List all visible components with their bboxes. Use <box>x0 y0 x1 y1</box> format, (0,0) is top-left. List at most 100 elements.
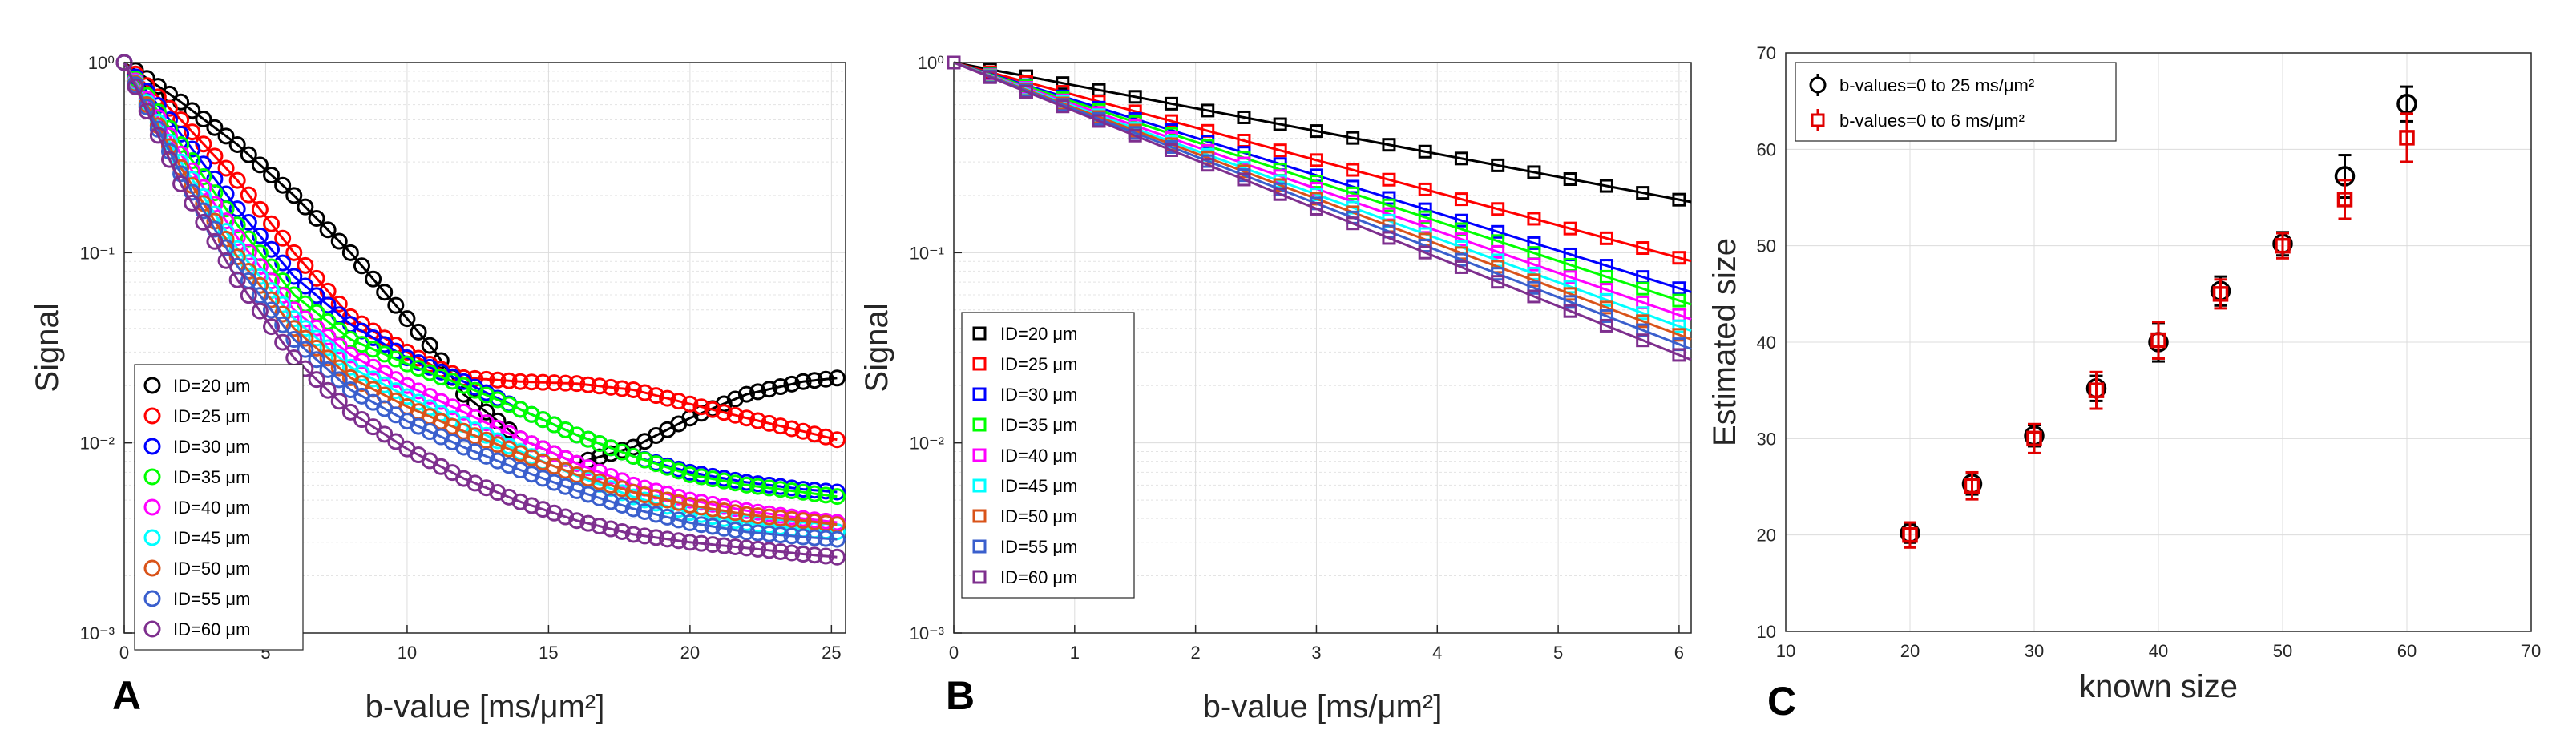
data-point <box>557 508 575 526</box>
x-axis-label-c: known size <box>2079 669 2238 704</box>
legend-marker <box>1809 76 1827 94</box>
data-point <box>376 284 394 301</box>
data-point <box>579 486 597 503</box>
data-point <box>613 380 631 397</box>
data-point <box>568 375 586 393</box>
x-tick-label: 4 <box>1432 643 1442 663</box>
data-point <box>1491 267 1505 281</box>
data-point <box>523 497 540 514</box>
series-id60 <box>947 55 1692 362</box>
data-point <box>783 510 801 528</box>
data-point <box>806 546 823 564</box>
data-point <box>1527 236 1541 250</box>
data-point <box>670 488 688 506</box>
data-point <box>692 468 710 486</box>
data-point <box>737 476 755 494</box>
legend-label: ID=60 μm <box>173 619 250 639</box>
x-tick-label: 30 <box>2025 641 2044 661</box>
data-point <box>1527 257 1541 272</box>
data-point <box>1164 96 1178 111</box>
data-point <box>1672 192 1686 207</box>
x-tick-label: 0 <box>949 643 959 663</box>
data-point <box>319 296 337 314</box>
data-point <box>523 449 540 466</box>
data-point <box>1491 202 1505 216</box>
data-point <box>545 374 563 392</box>
data-point <box>1636 314 1650 329</box>
x-tick-label: 50 <box>2273 641 2292 661</box>
data-point <box>1672 348 1686 362</box>
data-point <box>1599 231 1613 245</box>
data-point <box>715 472 733 490</box>
data-point <box>692 398 710 416</box>
data-point <box>817 547 834 565</box>
data-point <box>240 230 257 248</box>
x-tick-label: 2 <box>1191 643 1201 663</box>
data-point <box>1902 526 1918 543</box>
y-tick-label: 10⁻¹ <box>80 243 115 263</box>
x-tick-label: 5 <box>1553 643 1563 663</box>
data-point <box>1491 275 1505 289</box>
data-point <box>172 165 190 183</box>
data-point <box>568 482 586 499</box>
data-point <box>1382 191 1396 205</box>
data-point <box>1382 231 1396 245</box>
data-point <box>737 385 755 403</box>
data-point <box>794 512 812 530</box>
data-point <box>636 486 653 504</box>
data-point <box>523 466 540 483</box>
data-point <box>251 227 269 244</box>
data-point <box>251 200 269 218</box>
data-point <box>410 323 427 341</box>
data-point <box>184 123 201 141</box>
data-point <box>704 401 721 418</box>
data-point <box>726 504 744 522</box>
data-point <box>240 186 257 204</box>
data-point <box>534 501 551 518</box>
data-point <box>636 491 653 509</box>
data-point <box>330 349 348 366</box>
data-point <box>726 538 744 555</box>
data-point <box>737 409 755 427</box>
data-point <box>692 498 710 516</box>
data-point <box>761 414 778 432</box>
data-point <box>828 369 846 387</box>
y-axis-label-b: Signal <box>859 303 894 392</box>
data-point <box>670 511 688 529</box>
data-point <box>749 540 767 558</box>
data-point <box>579 430 597 448</box>
data-point <box>624 500 642 518</box>
data-point <box>263 301 281 319</box>
data-point <box>1164 114 1178 128</box>
data-point <box>308 209 325 227</box>
data-point <box>511 373 529 390</box>
data-point <box>749 524 767 542</box>
data-point <box>353 257 370 275</box>
panel-label-c: C <box>1767 679 1796 724</box>
y-axis-label-a: Signal <box>30 303 65 392</box>
data-point <box>285 187 303 204</box>
data-point <box>659 389 676 407</box>
x-axis-label-b: b-value [ms/μm²] <box>1203 689 1443 724</box>
data-point <box>330 371 348 389</box>
data-point <box>1056 76 1070 91</box>
data-point <box>545 504 563 522</box>
data-point <box>500 372 518 389</box>
legend-label: ID=20 μm <box>1000 324 1077 344</box>
data-point <box>251 302 269 320</box>
legend-marker <box>972 357 987 371</box>
legend-a: ID=20 μm ID=25 μm ID=30 μm ID=35 μm ID=40 μm… <box>134 364 304 651</box>
data-point <box>715 502 733 519</box>
legend-box <box>134 364 304 651</box>
data-point <box>421 364 438 381</box>
legend-marker <box>972 417 987 432</box>
data-point <box>1454 151 1468 166</box>
data-point <box>274 229 292 247</box>
data-point <box>1599 269 1613 284</box>
data-point <box>828 483 846 501</box>
data-point <box>511 493 529 510</box>
data-point <box>1563 295 1577 309</box>
data-point <box>534 373 551 391</box>
legend-label: b-values=0 to 6 ms/μm² <box>1839 111 2025 131</box>
